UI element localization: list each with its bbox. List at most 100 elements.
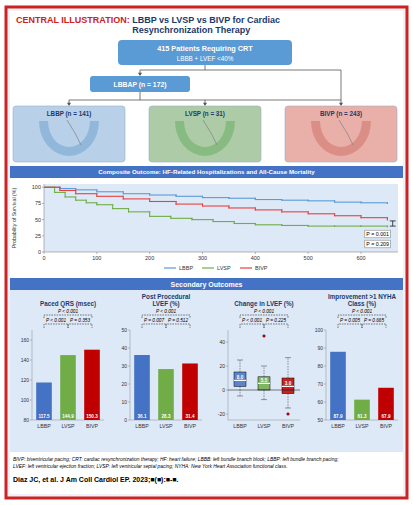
box (282, 378, 294, 394)
y-axis (228, 330, 229, 420)
data-label: 144.9 (62, 414, 74, 419)
y-tick (30, 380, 32, 381)
x-tick-label: LBBP (233, 423, 247, 429)
x-tick-label: LBBP (331, 423, 345, 429)
data-label: 36.1 (138, 414, 147, 419)
y-tick-label: 80 (23, 417, 29, 423)
x-tick-label: 400 (251, 255, 260, 261)
flier (263, 335, 266, 338)
p-value: P = 0.665 (364, 318, 384, 323)
y-tick-label: 40 (219, 339, 225, 345)
y-tick-label: 140 (21, 357, 30, 363)
y-axis-label: Probability of Survival (%) (11, 187, 17, 248)
step-segment (229, 207, 255, 208)
bracket (338, 324, 362, 328)
x-tick-label: 500 (304, 255, 313, 261)
inner-background (10, 11, 403, 494)
step-segment (123, 198, 149, 199)
bar (60, 355, 76, 420)
arrowhead (67, 103, 71, 106)
marks (36, 350, 100, 420)
y-tick-label: 0 (124, 417, 127, 423)
x-tick-label: LBBP (37, 423, 51, 429)
y-tick-label: 100 (315, 327, 324, 333)
step-segment (171, 218, 192, 219)
bracket (68, 324, 92, 328)
header-box (118, 40, 292, 65)
bar (378, 388, 394, 420)
y-tick-label: 100 (21, 397, 30, 403)
step-segment (308, 226, 334, 227)
bar (84, 350, 100, 420)
y-tick (324, 384, 326, 385)
lead-wire (203, 120, 217, 145)
x-tick-label: BIVP (282, 423, 295, 429)
heart-illustration (39, 121, 99, 156)
group-box (285, 106, 397, 162)
y-tick (324, 420, 326, 421)
flow-text: LBBB + LVEF <40% (177, 55, 234, 62)
y-tick-label: 10 (121, 399, 127, 405)
arrowhead (138, 73, 142, 76)
y-tick-label: 90 (317, 345, 323, 351)
step-segment (203, 197, 229, 198)
lbbap-box (90, 76, 190, 92)
x-tick-label: BIVP (184, 423, 197, 429)
flow-text: LBBAP (n = 172) (114, 81, 167, 89)
y-tick-label: -20 (218, 411, 225, 417)
p-value: P < 0.001 (156, 309, 176, 314)
bracket (264, 324, 288, 328)
data-label: 8.0 (237, 375, 244, 380)
data-label: 5.5 (261, 378, 268, 383)
step-segment (335, 226, 361, 227)
x-tick-label: 600 (356, 255, 365, 261)
whisker-cap (237, 396, 243, 397)
y-axis (130, 330, 131, 420)
y-tick (128, 384, 130, 385)
annotation-box (365, 240, 391, 248)
y-tick-label: 25 (35, 233, 41, 239)
step-segment (176, 196, 202, 197)
flier (287, 413, 290, 416)
error-cap (390, 226, 396, 227)
whisker (240, 386, 241, 396)
step-riser (65, 192, 66, 197)
y-tick-label: 50 (35, 217, 41, 223)
group-box (149, 106, 261, 162)
step-segment (203, 205, 229, 206)
step-segment (113, 208, 129, 209)
x-tick-label: 100 (92, 255, 101, 261)
y-tick-label: 50 (121, 327, 127, 333)
step-segment (55, 192, 66, 193)
bracket (44, 324, 68, 328)
subtitle: LBBP vs LVSP vs BIVP for Cardiac (132, 15, 280, 25)
whisker (288, 358, 289, 378)
box (258, 377, 270, 390)
y-tick (324, 330, 326, 331)
zero-line (228, 390, 300, 391)
x-tick-label: LBBP (135, 423, 149, 429)
y-tick (128, 348, 130, 349)
data-label: 150.3 (86, 414, 98, 419)
p-value: P < 0.001 (352, 309, 372, 314)
marks (330, 352, 394, 420)
p-value: P = 0.353 (70, 318, 90, 323)
whisker (240, 360, 241, 372)
step-segment (213, 221, 234, 222)
step-riser (387, 202, 388, 204)
step-segment (97, 204, 113, 205)
infographic: CENTRAL ILLUSTRATION:LBBP vs LVSP vs BIV… (0, 0, 413, 505)
y-tick (226, 342, 228, 343)
y-tick-label: 80 (317, 363, 323, 369)
step-segment (234, 223, 255, 224)
legend-label: BIVP (255, 265, 268, 271)
marks (44, 187, 396, 227)
section-bar (10, 166, 403, 178)
data-label: 67.9 (382, 414, 391, 419)
x-tick-label: 300 (198, 255, 207, 261)
footnote: BIVP: biventricular pacing; CRT: cardiac… (13, 457, 339, 462)
step-segment (335, 215, 361, 216)
x-tick-label: BIVP (380, 423, 393, 429)
y-tick (324, 348, 326, 349)
connector (140, 70, 341, 71)
